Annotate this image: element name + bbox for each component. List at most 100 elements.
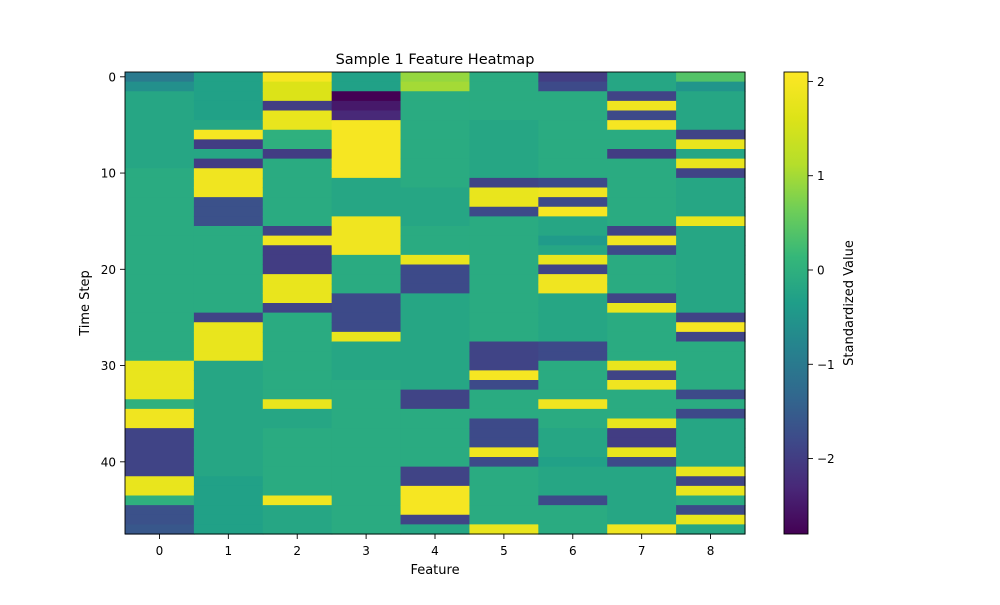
heatmap-cell	[193, 120, 264, 131]
heatmap-cell	[125, 283, 195, 294]
heatmap-cell	[400, 514, 471, 525]
heatmap-cell	[331, 283, 402, 294]
heatmap-cell	[469, 351, 539, 362]
heatmap-cell	[125, 245, 195, 256]
x-tick-label: 4	[431, 544, 439, 558]
heatmap-cell	[607, 206, 677, 217]
heatmap-cell	[125, 110, 195, 121]
heatmap-cell	[538, 72, 608, 83]
heatmap-cell	[607, 187, 677, 198]
heatmap-cell	[331, 380, 402, 391]
heatmap-cell	[538, 399, 608, 410]
heatmap-cell	[125, 81, 195, 92]
heatmap-cell	[262, 235, 333, 246]
heatmap-cell	[676, 177, 746, 189]
heatmap-cell	[607, 524, 677, 535]
heatmap-cell	[331, 505, 402, 516]
heatmap-cell	[607, 129, 677, 140]
heatmap-cell	[262, 495, 333, 506]
heatmap-cell	[125, 158, 195, 169]
heatmap-cell	[331, 264, 402, 275]
heatmap-cell	[676, 303, 746, 314]
heatmap-cell	[125, 524, 195, 535]
heatmap-cell	[262, 177, 333, 189]
heatmap-cell	[262, 476, 333, 487]
heatmap-cell	[607, 360, 677, 371]
heatmap-cell	[400, 380, 471, 391]
heatmap-cell	[262, 466, 333, 477]
heatmap-cell	[125, 177, 195, 189]
heatmap-cell	[469, 100, 539, 112]
heatmap-cell	[538, 264, 608, 275]
heatmap-cell	[538, 177, 608, 189]
heatmap-cell	[125, 274, 195, 285]
colorbar-tick-label: 1	[817, 169, 825, 183]
heatmap-cell	[193, 428, 264, 439]
heatmap-cell	[262, 485, 333, 497]
heatmap-cell	[262, 303, 333, 314]
heatmap-cell	[193, 370, 264, 381]
x-tick-label: 8	[707, 544, 715, 558]
heatmap-cell	[400, 216, 471, 227]
heatmap-cell	[469, 399, 539, 410]
heatmap-cell	[607, 485, 677, 497]
heatmap-cell	[331, 254, 402, 266]
heatmap-cell	[125, 505, 195, 516]
heatmap-cell	[125, 264, 195, 275]
heatmap-cell	[538, 389, 608, 400]
heatmap-cell	[193, 380, 264, 391]
heatmap-cell	[331, 312, 402, 323]
heatmap-cell	[262, 216, 333, 227]
heatmap-cell	[193, 360, 264, 371]
heatmap-cell	[538, 149, 608, 160]
heatmap-cell	[193, 264, 264, 275]
heatmap-cell	[676, 312, 746, 323]
heatmap-cell	[400, 322, 471, 333]
heatmap-cell	[193, 245, 264, 256]
x-tick-label: 7	[638, 544, 646, 558]
heatmap-cell	[400, 100, 471, 112]
heatmap-cell	[331, 158, 402, 169]
heatmap-cell	[262, 120, 333, 131]
heatmap-cell	[125, 187, 195, 198]
heatmap-cell	[538, 129, 608, 140]
heatmap-cell	[262, 254, 333, 266]
heatmap-cell	[125, 139, 195, 150]
heatmap-cell	[331, 81, 402, 92]
heatmap-cell	[538, 524, 608, 535]
heatmap-cell	[469, 197, 539, 208]
heatmap-cell	[193, 331, 264, 343]
heatmap-cell	[400, 457, 471, 468]
heatmap-cell	[262, 505, 333, 516]
heatmap-cell	[400, 254, 471, 266]
heatmap-cell	[193, 149, 264, 160]
heatmap-cell	[607, 495, 677, 506]
heatmap-cell	[331, 399, 402, 410]
heatmap-cell	[125, 495, 195, 506]
heatmap-cell	[125, 197, 195, 208]
heatmap-cell	[607, 303, 677, 314]
heatmap-cell	[125, 485, 195, 497]
heatmap-cell	[538, 120, 608, 131]
heatmap-cell	[607, 254, 677, 266]
heatmap-cell	[400, 370, 471, 381]
heatmap-cell	[538, 293, 608, 304]
heatmap-cell	[676, 428, 746, 439]
colorbar	[783, 71, 809, 535]
heatmap-cell	[538, 341, 608, 352]
heatmap-cell	[193, 110, 264, 121]
heatmap-cell	[400, 235, 471, 246]
heatmap-cell	[262, 351, 333, 362]
heatmap-cell	[538, 235, 608, 246]
heatmap-cell	[400, 360, 471, 371]
heatmap-cell	[607, 505, 677, 516]
heatmap-cell	[331, 447, 402, 458]
heatmap-cell	[469, 235, 539, 246]
heatmap-cell	[469, 72, 539, 83]
heatmap-cell	[193, 81, 264, 92]
heatmap-cell	[125, 466, 195, 477]
heatmap-cell	[469, 226, 539, 237]
heatmap-cell	[676, 457, 746, 468]
heatmap-cell	[331, 485, 402, 497]
heatmap-cell	[607, 293, 677, 304]
